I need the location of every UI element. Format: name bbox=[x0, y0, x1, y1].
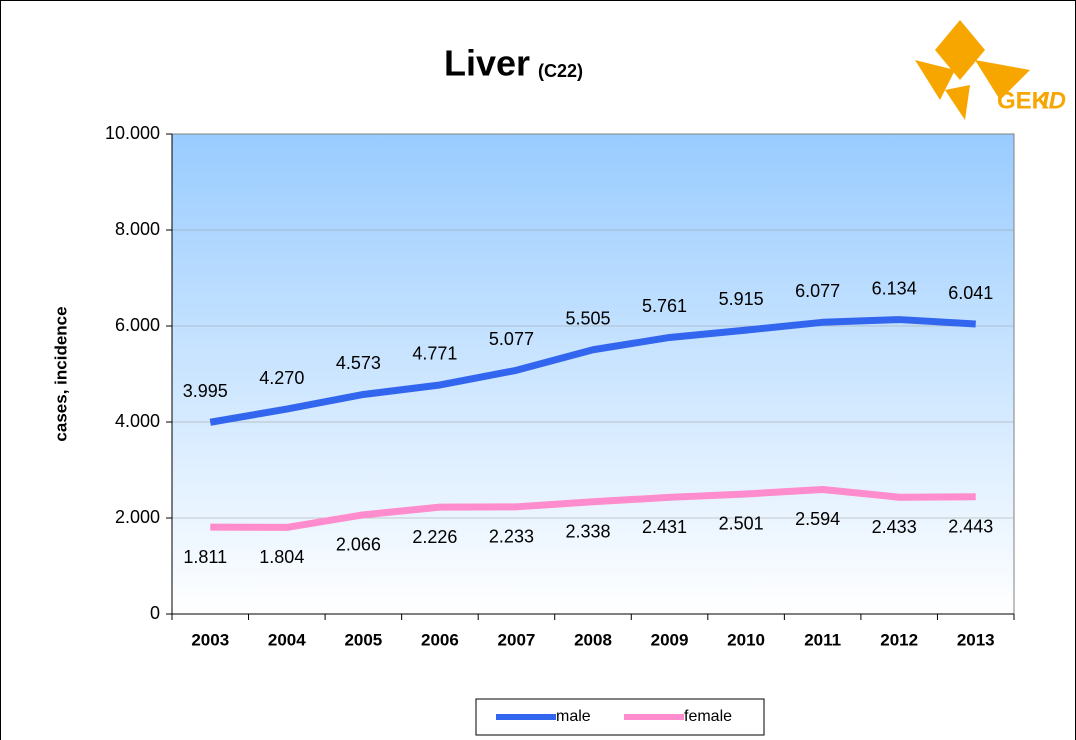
data-label: 5.505 bbox=[565, 309, 610, 329]
x-tick-label: 2004 bbox=[268, 630, 306, 649]
data-label: 6.077 bbox=[795, 281, 840, 301]
x-tick-label: 2006 bbox=[421, 630, 459, 649]
data-label: 2.443 bbox=[948, 516, 993, 536]
data-label: 5.077 bbox=[489, 329, 534, 349]
data-label: 5.915 bbox=[719, 289, 764, 309]
y-tick-label: 0 bbox=[150, 603, 160, 623]
logo-shape bbox=[975, 60, 1030, 100]
data-label: 1.804 bbox=[259, 547, 304, 567]
data-label: 4.771 bbox=[412, 344, 457, 364]
data-label: 2.338 bbox=[565, 522, 610, 542]
data-label: 2.501 bbox=[719, 514, 764, 534]
y-axis-label: cases, incidence bbox=[51, 306, 70, 441]
x-tick-label: 2003 bbox=[191, 630, 229, 649]
data-label: 6.041 bbox=[948, 283, 993, 303]
legend-label: male bbox=[556, 708, 591, 725]
chart-title: Liver bbox=[444, 43, 530, 84]
y-tick-label: 2.000 bbox=[115, 507, 160, 527]
x-tick-label: 2008 bbox=[574, 630, 612, 649]
x-tick-label: 2011 bbox=[804, 630, 841, 649]
y-tick-label: 4.000 bbox=[115, 411, 160, 431]
data-label: 2.233 bbox=[489, 527, 534, 547]
x-tick-label: 2005 bbox=[344, 630, 382, 649]
data-label: 2.226 bbox=[412, 527, 457, 547]
data-label: 6.134 bbox=[872, 278, 917, 298]
data-label: 3.995 bbox=[183, 381, 228, 401]
y-tick-label: 8.000 bbox=[115, 219, 160, 239]
logo-shape bbox=[945, 85, 970, 120]
x-tick-label: 2012 bbox=[880, 630, 918, 649]
legend-label: female bbox=[684, 708, 732, 725]
logo-shape bbox=[935, 20, 985, 80]
series-line bbox=[210, 485, 976, 531]
data-label: 5.761 bbox=[642, 296, 687, 316]
x-tick-label: 2009 bbox=[651, 630, 689, 649]
data-label: 2.431 bbox=[642, 517, 687, 537]
x-tick-label: 2010 bbox=[727, 630, 765, 649]
data-label: 4.573 bbox=[336, 353, 381, 373]
data-label: 1.811 bbox=[183, 547, 227, 567]
chart-title-code: (C22) bbox=[538, 61, 583, 81]
y-tick-label: 10.000 bbox=[105, 123, 160, 143]
data-label: 2.594 bbox=[795, 509, 840, 529]
data-label: 2.066 bbox=[336, 535, 381, 555]
logo-text: GEK bbox=[997, 87, 1050, 114]
series-line bbox=[209, 316, 976, 426]
logo: GEK ID bbox=[915, 20, 1066, 120]
x-tick-label: 2013 bbox=[957, 630, 995, 649]
x-tick-label: 2007 bbox=[498, 630, 536, 649]
y-tick-label: 6.000 bbox=[115, 315, 160, 335]
data-label: 2.433 bbox=[872, 517, 917, 537]
logo-text: ID bbox=[1042, 87, 1066, 114]
plot-area bbox=[171, 133, 1015, 615]
data-label: 4.270 bbox=[259, 368, 304, 388]
